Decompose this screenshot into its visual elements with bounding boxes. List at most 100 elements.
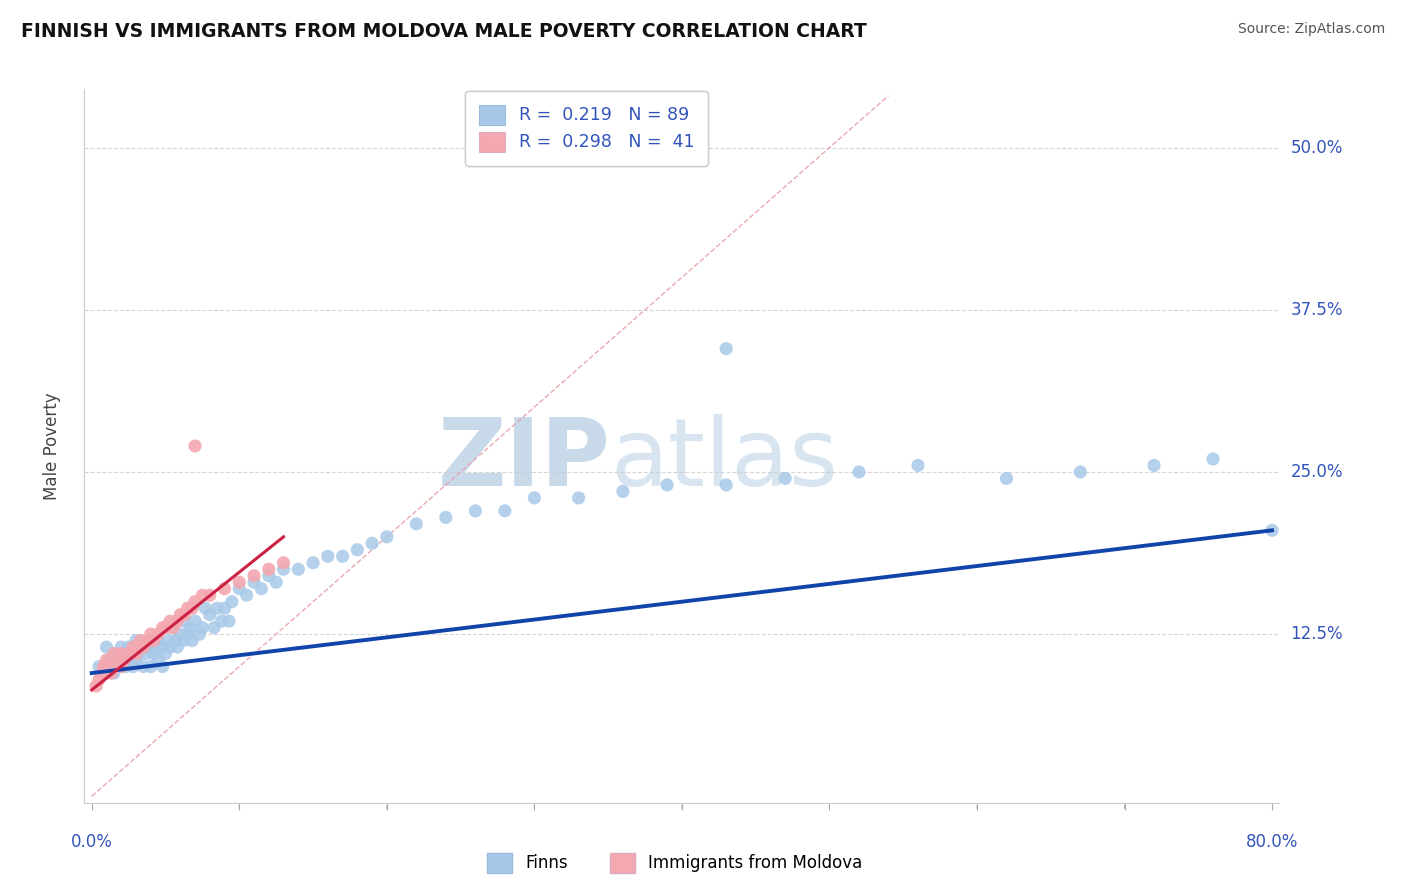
Point [243, 568, 266, 582]
Point [114, 659, 136, 673]
Text: ZIP: ZIP [437, 414, 610, 507]
Point [125, 653, 148, 667]
Point [117, 647, 139, 661]
Point [122, 659, 145, 673]
Point [132, 640, 155, 654]
Point [221, 595, 243, 609]
Point [117, 640, 139, 654]
Point [122, 640, 145, 654]
Point [162, 621, 184, 635]
Point [173, 614, 195, 628]
Point [128, 647, 150, 661]
Point [714, 478, 737, 492]
Legend: Finns, Immigrants from Moldova: Finns, Immigrants from Moldova [481, 847, 869, 880]
Point [346, 542, 368, 557]
Point [93, 659, 115, 673]
Point [110, 640, 132, 654]
Point [302, 556, 325, 570]
Point [159, 640, 181, 654]
Point [218, 614, 240, 628]
Point [129, 633, 152, 648]
Text: 0.0%: 0.0% [70, 833, 112, 851]
Point [112, 647, 135, 661]
Point [191, 588, 214, 602]
Point [155, 647, 177, 661]
Point [103, 659, 125, 673]
Point [129, 633, 152, 648]
Point [157, 633, 180, 648]
Y-axis label: Male Poverty: Male Poverty [44, 392, 62, 500]
Point [139, 640, 162, 654]
Point [165, 633, 187, 648]
Point [98, 659, 121, 673]
Point [166, 614, 188, 628]
Point [117, 653, 139, 667]
Point [1261, 524, 1284, 538]
Point [98, 653, 121, 667]
Point [214, 582, 236, 596]
Point [176, 627, 198, 641]
Point [121, 647, 143, 661]
Point [172, 633, 194, 648]
Point [1143, 458, 1166, 473]
Point [257, 562, 280, 576]
Point [188, 627, 211, 641]
Point [434, 510, 457, 524]
Point [152, 659, 174, 673]
Point [125, 647, 148, 661]
Point [132, 659, 155, 673]
Point [332, 549, 354, 564]
Point [191, 621, 214, 635]
Point [273, 562, 295, 576]
Point [181, 601, 204, 615]
Point [136, 633, 159, 648]
Point [103, 647, 125, 661]
Point [257, 568, 280, 582]
Point [96, 653, 118, 667]
Point [568, 491, 591, 505]
Point [773, 471, 796, 485]
Point [361, 536, 384, 550]
Point [169, 607, 191, 622]
Point [405, 516, 427, 531]
Point [714, 342, 737, 356]
Point [110, 659, 132, 673]
Text: atlas: atlas [610, 414, 838, 507]
Point [184, 614, 207, 628]
Point [146, 653, 169, 667]
Point [202, 621, 225, 635]
Point [91, 666, 114, 681]
Text: 50.0%: 50.0% [1291, 138, 1343, 157]
Point [848, 465, 870, 479]
Point [107, 653, 129, 667]
Point [103, 666, 125, 681]
Point [87, 673, 110, 687]
Point [146, 633, 169, 648]
Point [162, 621, 184, 635]
Point [243, 575, 266, 590]
Point [132, 640, 155, 654]
Point [104, 647, 127, 661]
Point [907, 458, 929, 473]
Point [180, 621, 202, 635]
Point [100, 666, 122, 681]
Point [139, 659, 162, 673]
Point [146, 627, 169, 641]
Point [173, 607, 195, 622]
Point [87, 659, 110, 673]
Point [181, 633, 204, 648]
Point [135, 647, 157, 661]
Point [214, 601, 236, 615]
Point [287, 562, 309, 576]
Point [136, 633, 159, 648]
Point [657, 478, 679, 492]
Point [110, 647, 132, 661]
Point [150, 640, 173, 654]
Point [176, 601, 198, 615]
Point [1069, 465, 1091, 479]
Point [211, 614, 233, 628]
Point [112, 653, 135, 667]
Text: FINNISH VS IMMIGRANTS FROM MOLDOVA MALE POVERTY CORRELATION CHART: FINNISH VS IMMIGRANTS FROM MOLDOVA MALE … [21, 22, 868, 41]
Point [100, 659, 122, 673]
Point [96, 666, 118, 681]
